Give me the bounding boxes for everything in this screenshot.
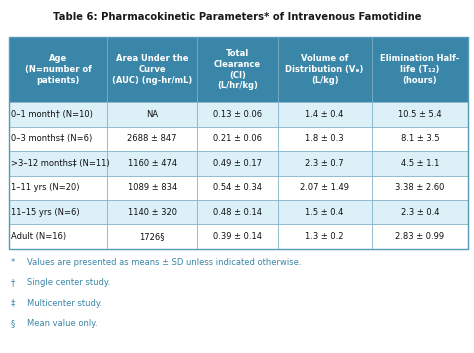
Text: 2.07 ± 1.49: 2.07 ± 1.49 bbox=[300, 183, 349, 192]
Text: 0.13 ± 0.06: 0.13 ± 0.06 bbox=[213, 110, 262, 119]
Bar bbox=[277, 102, 372, 127]
Text: Mean value only.: Mean value only. bbox=[27, 319, 98, 328]
Bar bbox=[108, 225, 197, 249]
Bar bbox=[372, 37, 468, 102]
Text: Values are presented as means ± SD unless indicated otherwise.: Values are presented as means ± SD unles… bbox=[27, 258, 302, 267]
Text: 1140 ± 320: 1140 ± 320 bbox=[128, 208, 177, 217]
Bar bbox=[108, 200, 197, 225]
Bar bbox=[9, 175, 108, 200]
Text: 0.49 ± 0.17: 0.49 ± 0.17 bbox=[213, 159, 262, 168]
Text: 0.48 ± 0.14: 0.48 ± 0.14 bbox=[213, 208, 262, 217]
Text: Elimination Half-
life (T₁₂)
(hours): Elimination Half- life (T₁₂) (hours) bbox=[380, 54, 460, 85]
Bar bbox=[9, 200, 108, 225]
Text: 2688 ± 847: 2688 ± 847 bbox=[128, 134, 177, 143]
Bar bbox=[372, 151, 468, 176]
Text: 1.3 ± 0.2: 1.3 ± 0.2 bbox=[305, 232, 344, 241]
Bar bbox=[9, 225, 108, 249]
Bar bbox=[9, 37, 108, 102]
Bar bbox=[372, 225, 468, 249]
Text: Adult (N=16): Adult (N=16) bbox=[11, 232, 66, 241]
Bar bbox=[197, 200, 277, 225]
Bar bbox=[197, 225, 277, 249]
Text: 0.54 ± 0.34: 0.54 ± 0.34 bbox=[213, 183, 262, 192]
Bar bbox=[372, 200, 468, 225]
Bar bbox=[372, 102, 468, 127]
Text: 1–11 yrs (N=20): 1–11 yrs (N=20) bbox=[11, 183, 80, 192]
Text: Volume of
Distribution (Vₑ)
(L/kg): Volume of Distribution (Vₑ) (L/kg) bbox=[285, 54, 364, 85]
Text: 0.21 ± 0.06: 0.21 ± 0.06 bbox=[213, 134, 262, 143]
Text: 1089 ± 834: 1089 ± 834 bbox=[128, 183, 177, 192]
Text: †: † bbox=[11, 278, 15, 287]
Bar bbox=[197, 175, 277, 200]
Bar bbox=[277, 175, 372, 200]
Text: Multicenter study.: Multicenter study. bbox=[27, 299, 103, 307]
Bar bbox=[197, 102, 277, 127]
Text: 1.4 ± 0.4: 1.4 ± 0.4 bbox=[305, 110, 344, 119]
Bar bbox=[108, 102, 197, 127]
Bar bbox=[277, 200, 372, 225]
Text: 1.5 ± 0.4: 1.5 ± 0.4 bbox=[305, 208, 344, 217]
Text: 2.3 ± 0.7: 2.3 ± 0.7 bbox=[305, 159, 344, 168]
Text: Area Under the
Curve
(AUC) (ng-hr/mL): Area Under the Curve (AUC) (ng-hr/mL) bbox=[112, 54, 192, 85]
Bar bbox=[277, 127, 372, 151]
Bar bbox=[277, 151, 372, 176]
Bar bbox=[9, 127, 108, 151]
Text: Total
Clearance
(Cl)
(L/hr/kg): Total Clearance (Cl) (L/hr/kg) bbox=[214, 49, 261, 90]
Bar bbox=[197, 127, 277, 151]
Bar bbox=[197, 151, 277, 176]
Text: 8.1 ± 3.5: 8.1 ± 3.5 bbox=[401, 134, 439, 143]
Text: 0–3 months‡ (N=6): 0–3 months‡ (N=6) bbox=[11, 134, 92, 143]
Text: NA: NA bbox=[146, 110, 158, 119]
Text: >3–12 months‡ (N=11): >3–12 months‡ (N=11) bbox=[11, 159, 110, 168]
Text: 2.83 ± 0.99: 2.83 ± 0.99 bbox=[395, 232, 445, 241]
Bar bbox=[372, 127, 468, 151]
Bar bbox=[9, 102, 108, 127]
Bar bbox=[197, 37, 277, 102]
Text: 0–1 month† (N=10): 0–1 month† (N=10) bbox=[11, 110, 93, 119]
Text: 3.38 ± 2.60: 3.38 ± 2.60 bbox=[395, 183, 445, 192]
Text: 2.3 ± 0.4: 2.3 ± 0.4 bbox=[401, 208, 439, 217]
Bar bbox=[108, 151, 197, 176]
Bar bbox=[277, 37, 372, 102]
Text: *: * bbox=[11, 258, 15, 267]
Text: Age
(N=number of
patients): Age (N=number of patients) bbox=[25, 54, 91, 85]
Text: 10.5 ± 5.4: 10.5 ± 5.4 bbox=[398, 110, 442, 119]
Text: 1160 ± 474: 1160 ± 474 bbox=[128, 159, 177, 168]
Bar bbox=[108, 127, 197, 151]
Text: 0.39 ± 0.14: 0.39 ± 0.14 bbox=[213, 232, 262, 241]
Text: Single center study.: Single center study. bbox=[27, 278, 111, 287]
Text: Table 6: Pharmacokinetic Parameters* of Intravenous Famotidine: Table 6: Pharmacokinetic Parameters* of … bbox=[53, 12, 421, 22]
Bar bbox=[108, 175, 197, 200]
Text: 1726§: 1726§ bbox=[139, 232, 165, 241]
Text: 1.8 ± 0.3: 1.8 ± 0.3 bbox=[305, 134, 344, 143]
Bar bbox=[372, 175, 468, 200]
Text: 11–15 yrs (N=6): 11–15 yrs (N=6) bbox=[11, 208, 80, 217]
Bar bbox=[9, 37, 468, 249]
Bar bbox=[9, 151, 108, 176]
Text: ‡: ‡ bbox=[11, 299, 15, 307]
Text: 4.5 ± 1.1: 4.5 ± 1.1 bbox=[401, 159, 439, 168]
Bar bbox=[277, 225, 372, 249]
Text: §: § bbox=[11, 319, 15, 328]
Bar bbox=[108, 37, 197, 102]
